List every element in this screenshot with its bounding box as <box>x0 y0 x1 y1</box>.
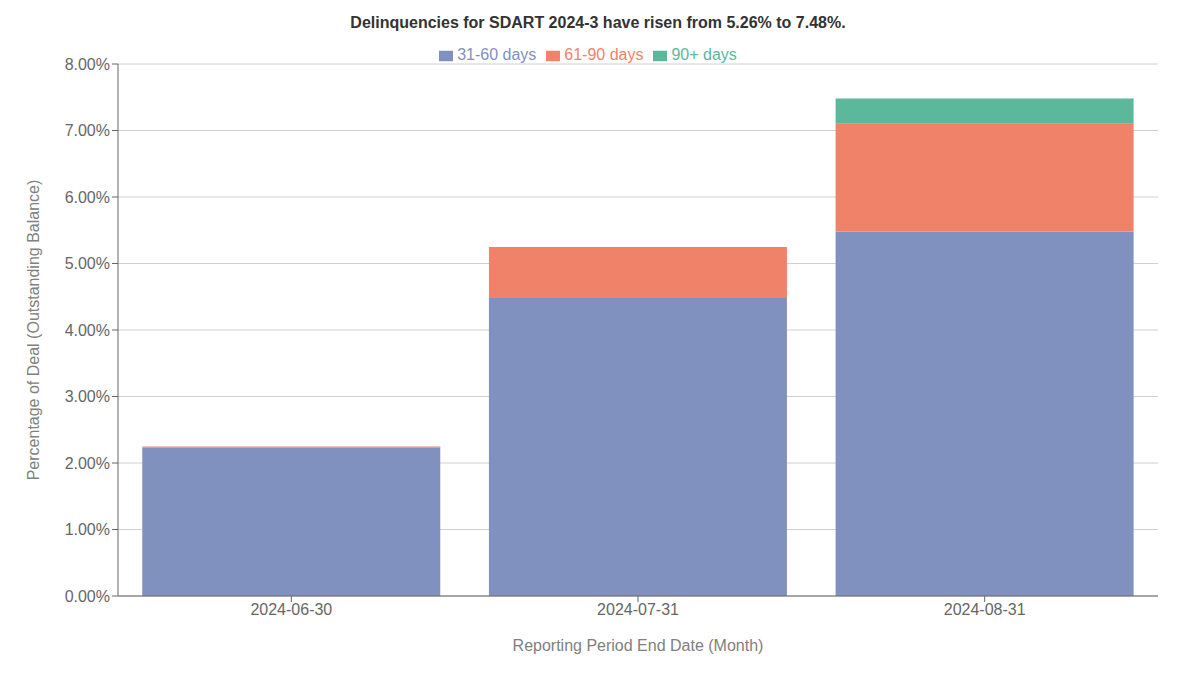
svg-text:2.00%: 2.00% <box>65 455 110 472</box>
svg-text:Percentage of Deal (Outstandin: Percentage of Deal (Outstanding Balance) <box>25 180 42 481</box>
svg-text:2024-08-31: 2024-08-31 <box>944 601 1026 618</box>
svg-text:6.00%: 6.00% <box>65 189 110 206</box>
svg-text:2024-07-31: 2024-07-31 <box>597 601 679 618</box>
svg-text:Reporting Period End Date (Mon: Reporting Period End Date (Month) <box>513 637 764 654</box>
html-text:61-90 days: 61-90 days <box>564 46 644 63</box>
svg-text:7.00%: 7.00% <box>65 122 110 139</box>
html-text:31-60 days: 31-60 days <box>457 46 537 63</box>
svg-text:1.00%: 1.00% <box>65 521 110 538</box>
svg-text:0.00%: 0.00% <box>65 588 110 605</box>
html-text:Delinquencies for SDART 2024-3: Delinquencies for SDART 2024-3 have rise… <box>350 14 846 31</box>
svg-text:5.00%: 5.00% <box>65 255 110 272</box>
svg-text:2024-06-30: 2024-06-30 <box>250 601 332 618</box>
svg-text:8.00%: 8.00% <box>65 56 110 73</box>
svg-text:3.00%: 3.00% <box>65 388 110 405</box>
svg-text:4.00%: 4.00% <box>65 322 110 339</box>
html-text:90+ days: 90+ days <box>671 46 737 63</box>
